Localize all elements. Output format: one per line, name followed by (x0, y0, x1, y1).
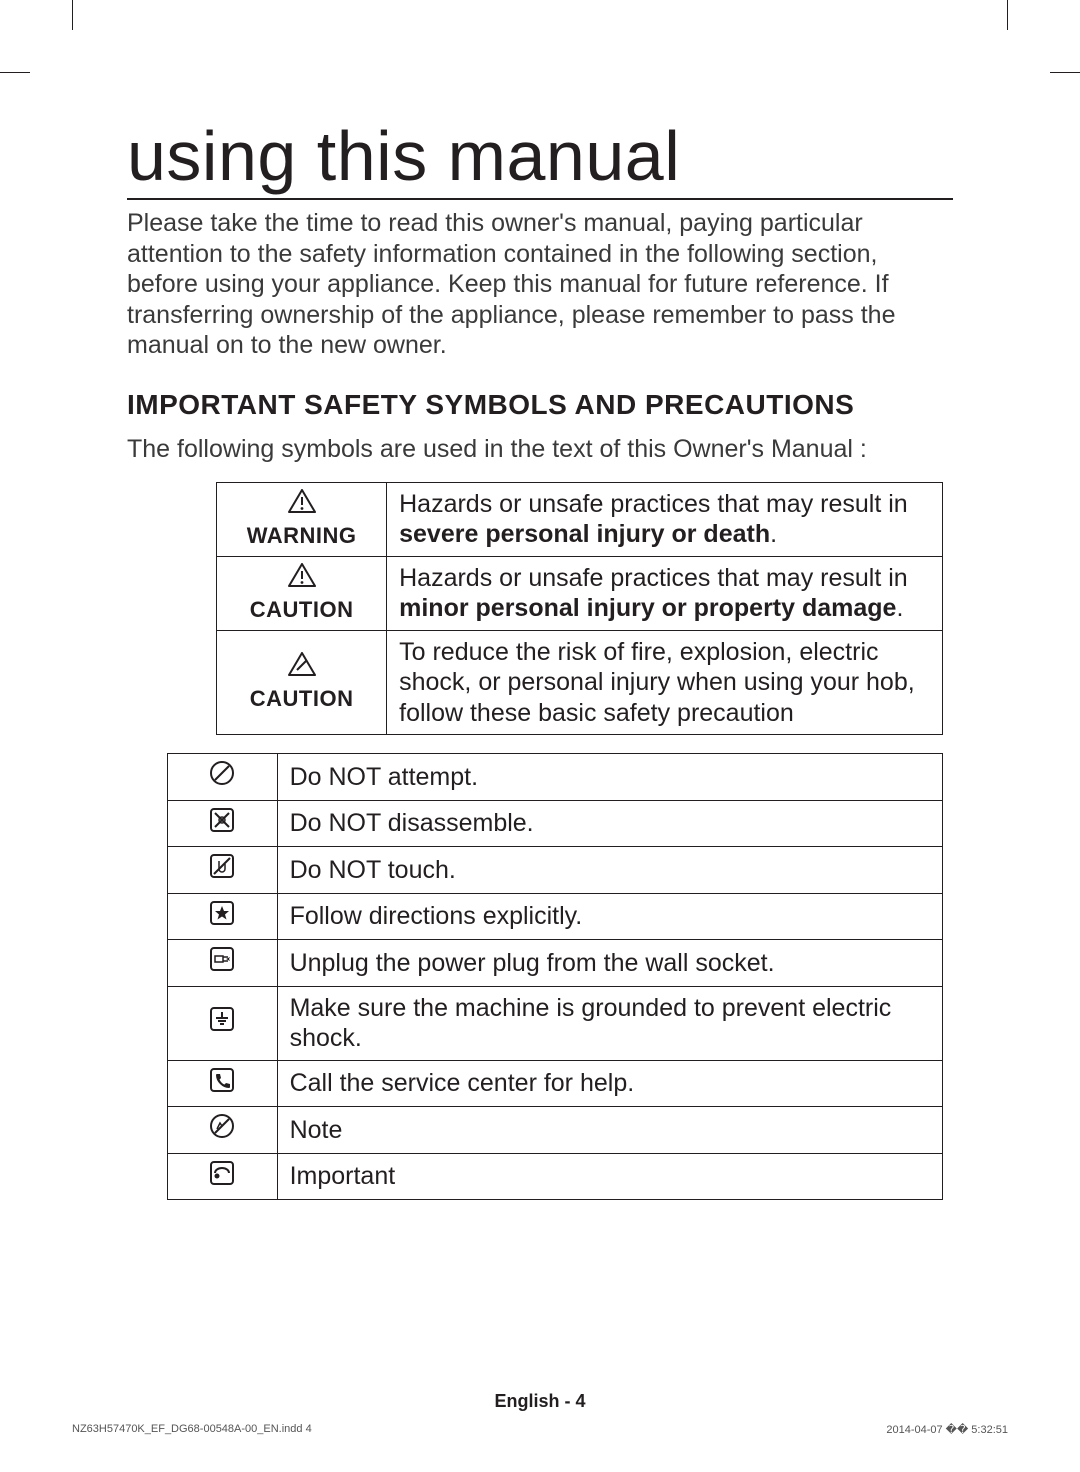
icon-description: Make sure the machine is grounded to pre… (277, 986, 942, 1060)
table-row: WARNINGHazards or unsafe practices that … (217, 482, 943, 556)
print-info: NZ63H57470K_EF_DG68-00548A-00_EN.indd 4 … (72, 1423, 1008, 1436)
symbols-table-main: WARNINGHazards or unsafe practices that … (216, 482, 943, 736)
symbol-label: CAUTION (221, 597, 382, 624)
icon-cell (167, 754, 277, 801)
table-row: Make sure the machine is grounded to pre… (167, 986, 942, 1060)
table-row: Do NOT attempt. (167, 754, 942, 801)
crop-mark (1050, 72, 1080, 73)
table-row: Note (167, 1107, 942, 1154)
print-info-left: NZ63H57470K_EF_DG68-00548A-00_EN.indd 4 (72, 1423, 312, 1436)
symbol-cell: CAUTION (217, 556, 387, 630)
icon-cell (167, 986, 277, 1060)
section-subtext: The following symbols are used in the te… (127, 435, 953, 464)
ground-icon (209, 1006, 235, 1040)
table-row: CAUTIONTo reduce the risk of fire, explo… (217, 630, 943, 735)
icon-description: Follow directions explicitly. (277, 893, 942, 940)
phone-icon (209, 1067, 235, 1101)
table-row: Unplug the power plug from the wall sock… (167, 940, 942, 987)
caution-slash-icon (288, 652, 316, 684)
icon-cell (167, 1107, 277, 1154)
print-info-right: 2014-04-07 �� 5:32:51 (886, 1423, 1008, 1436)
crop-mark (0, 72, 30, 73)
section-heading: IMPORTANT SAFETY SYMBOLS AND PRECAUTIONS (127, 389, 953, 421)
symbol-label: CAUTION (221, 686, 382, 713)
warning-triangle-icon (288, 489, 316, 521)
note-icon (209, 1113, 235, 1147)
crop-mark (1007, 0, 1008, 30)
no-circle-icon (209, 760, 235, 794)
intro-paragraph: Please take the time to read this owner'… (127, 208, 953, 361)
page-title: using this manual (127, 116, 953, 200)
warning-triangle-icon (288, 563, 316, 595)
icon-description: Note (277, 1107, 942, 1154)
icon-description: Do NOT attempt. (277, 754, 942, 801)
icon-description: Unplug the power plug from the wall sock… (277, 940, 942, 987)
star-box-icon (209, 900, 235, 934)
symbols-table-icons: Do NOT attempt.Do NOT disassemble.Do NOT… (167, 753, 943, 1200)
icon-cell (167, 1153, 277, 1200)
table-row: Call the service center for help. (167, 1060, 942, 1107)
icon-description: Do NOT disassemble. (277, 800, 942, 847)
symbol-cell: CAUTION (217, 630, 387, 735)
table-row: Important (167, 1153, 942, 1200)
icon-cell (167, 940, 277, 987)
table-row: Follow directions explicitly. (167, 893, 942, 940)
symbol-cell: WARNING (217, 482, 387, 556)
icon-description: Important (277, 1153, 942, 1200)
unplug-icon (209, 946, 235, 980)
symbol-description: Hazards or unsafe practices that may res… (387, 556, 943, 630)
important-icon (209, 1160, 235, 1194)
no-disassemble-icon (209, 807, 235, 841)
page-footer: English - 4 (0, 1391, 1080, 1412)
icon-cell (167, 893, 277, 940)
table-row: Do NOT disassemble. (167, 800, 942, 847)
icon-cell (167, 800, 277, 847)
icon-description: Do NOT touch. (277, 847, 942, 894)
icon-cell (167, 847, 277, 894)
table-row: Do NOT touch. (167, 847, 942, 894)
symbol-description: Hazards or unsafe practices that may res… (387, 482, 943, 556)
no-touch-icon (209, 853, 235, 887)
icon-description: Call the service center for help. (277, 1060, 942, 1107)
page-content: using this manual Please take the time t… (72, 72, 1008, 1400)
table-row: CAUTIONHazards or unsafe practices that … (217, 556, 943, 630)
symbol-label: WARNING (221, 523, 382, 550)
icon-cell (167, 1060, 277, 1107)
crop-mark (72, 0, 73, 30)
symbol-description: To reduce the risk of fire, explosion, e… (387, 630, 943, 735)
